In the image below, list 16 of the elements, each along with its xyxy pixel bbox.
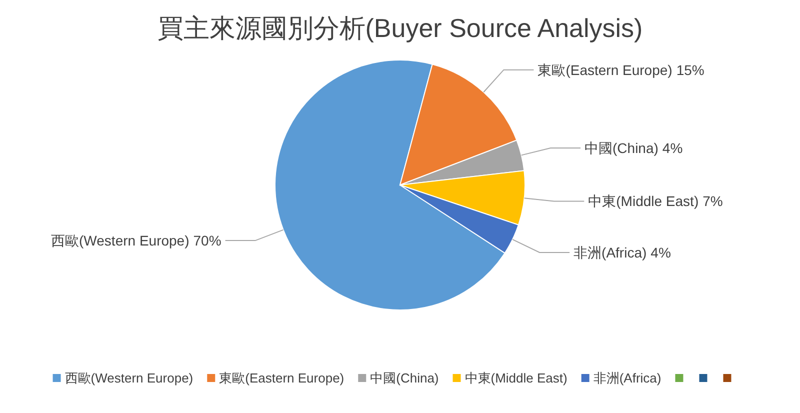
legend-label: 中國(China): [370, 370, 439, 386]
legend-label: 東歐(Eastern Europe): [219, 370, 344, 386]
slice-label: 西歐(Western Europe): [51, 232, 190, 249]
chart-title: 買主來源國別分析(Buyer Source Analysis): [157, 13, 643, 43]
slice-label: 中國(China): [584, 140, 658, 156]
data-label: 7%: [702, 193, 723, 210]
slice-label: 中東(Middle East): [588, 193, 699, 210]
legend-label: 中東(Middle East): [464, 370, 568, 386]
data-label: 15%: [676, 62, 704, 78]
data-label: 4%: [650, 244, 671, 260]
legend-label: 西歐(Western Europe): [64, 370, 194, 386]
data-label: 70%: [193, 232, 222, 249]
slice-label: 東歐(Eastern Europe): [538, 62, 672, 78]
legend-label: 非洲(Africa): [593, 370, 662, 386]
slice-label: 非洲(Africa): [574, 244, 647, 260]
data-label: 4%: [662, 140, 683, 156]
